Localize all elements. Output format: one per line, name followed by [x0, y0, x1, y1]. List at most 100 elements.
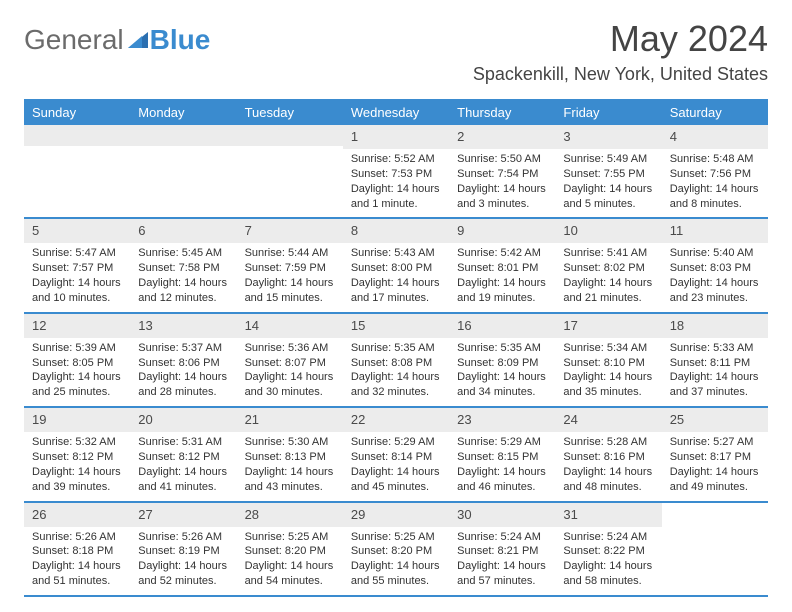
calendar-day: 28Sunrise: 5:25 AMSunset: 8:20 PMDayligh…	[237, 503, 343, 595]
daylight-line: Daylight: 14 hours and 1 minute.	[351, 182, 441, 212]
sunset-line: Sunset: 8:12 PM	[32, 450, 122, 465]
day-number: 24	[563, 412, 577, 427]
day-content: Sunrise: 5:26 AMSunset: 8:19 PMDaylight:…	[130, 527, 236, 595]
day-number: 1	[351, 129, 358, 144]
sunrise-line: Sunrise: 5:41 AM	[563, 246, 653, 261]
sunrise-line: Sunrise: 5:47 AM	[32, 246, 122, 261]
day-content	[130, 146, 236, 201]
day-content: Sunrise: 5:35 AMSunset: 8:08 PMDaylight:…	[343, 338, 449, 406]
sunrise-line: Sunrise: 5:42 AM	[457, 246, 547, 261]
calendar-day: 14Sunrise: 5:36 AMSunset: 8:07 PMDayligh…	[237, 314, 343, 406]
day-content: Sunrise: 5:31 AMSunset: 8:12 PMDaylight:…	[130, 432, 236, 500]
day-number: 10	[563, 223, 577, 238]
weekday-header: Friday	[555, 99, 661, 125]
sunset-line: Sunset: 8:07 PM	[245, 356, 335, 371]
day-number-row: 17	[555, 314, 661, 338]
weekday-header: Saturday	[662, 99, 768, 125]
weekday-header: Tuesday	[237, 99, 343, 125]
day-content: Sunrise: 5:48 AMSunset: 7:56 PMDaylight:…	[662, 149, 768, 217]
calendar-day: 7Sunrise: 5:44 AMSunset: 7:59 PMDaylight…	[237, 219, 343, 311]
sunset-line: Sunset: 8:00 PM	[351, 261, 441, 276]
day-number-row: 23	[449, 408, 555, 432]
sunrise-line: Sunrise: 5:30 AM	[245, 435, 335, 450]
calendar-body: 1 Sunrise: 5:52 AMSunset: 7:53 PMDaylight…	[24, 125, 768, 597]
calendar-day: 10Sunrise: 5:41 AMSunset: 8:02 PMDayligh…	[555, 219, 661, 311]
day-number: 23	[457, 412, 471, 427]
sunrise-line: Sunrise: 5:28 AM	[563, 435, 653, 450]
day-number: 20	[138, 412, 152, 427]
day-content: Sunrise: 5:47 AMSunset: 7:57 PMDaylight:…	[24, 243, 130, 311]
sunset-line: Sunset: 8:17 PM	[670, 450, 760, 465]
daylight-line: Daylight: 14 hours and 41 minutes.	[138, 465, 228, 495]
day-number-row: 21	[237, 408, 343, 432]
sunset-line: Sunset: 8:11 PM	[670, 356, 760, 371]
logo-text-2: Blue	[150, 24, 211, 56]
sunset-line: Sunset: 8:19 PM	[138, 544, 228, 559]
day-content: Sunrise: 5:39 AMSunset: 8:05 PMDaylight:…	[24, 338, 130, 406]
day-content: Sunrise: 5:33 AMSunset: 8:11 PMDaylight:…	[662, 338, 768, 406]
sunrise-line: Sunrise: 5:48 AM	[670, 152, 760, 167]
daylight-line: Daylight: 14 hours and 57 minutes.	[457, 559, 547, 589]
day-number-row: 12	[24, 314, 130, 338]
daylight-line: Daylight: 14 hours and 21 minutes.	[563, 276, 653, 306]
day-number-row: 30	[449, 503, 555, 527]
daylight-line: Daylight: 14 hours and 23 minutes.	[670, 276, 760, 306]
sunset-line: Sunset: 7:58 PM	[138, 261, 228, 276]
calendar-day: 23Sunrise: 5:29 AMSunset: 8:15 PMDayligh…	[449, 408, 555, 500]
sunset-line: Sunset: 8:20 PM	[245, 544, 335, 559]
sunrise-line: Sunrise: 5:32 AM	[32, 435, 122, 450]
day-number-row: 1	[343, 125, 449, 149]
day-number: 4	[670, 129, 677, 144]
day-content	[24, 146, 130, 201]
calendar-day: 27Sunrise: 5:26 AMSunset: 8:19 PMDayligh…	[130, 503, 236, 595]
sunrise-line: Sunrise: 5:33 AM	[670, 341, 760, 356]
calendar-week: 19 Sunrise: 5:32 AMSunset: 8:12 PM Dayligh…	[24, 408, 768, 502]
sunrise-line: Sunrise: 5:37 AM	[138, 341, 228, 356]
daylight-line: Daylight: 14 hours and 12 minutes.	[138, 276, 228, 306]
daylight-line: Daylight: 14 hours and 34 minutes.	[457, 370, 547, 400]
calendar-day: 13Sunrise: 5:37 AMSunset: 8:06 PMDayligh…	[130, 314, 236, 406]
day-content: Sunrise: 5:49 AMSunset: 7:55 PMDaylight:…	[555, 149, 661, 217]
day-number: 2	[457, 129, 464, 144]
day-number-row: 11	[662, 219, 768, 243]
daylight-line: Daylight: 14 hours and 19 minutes.	[457, 276, 547, 306]
sunset-line: Sunset: 7:54 PM	[457, 167, 547, 182]
calendar-day-empty	[237, 125, 343, 217]
day-number-row: 6	[130, 219, 236, 243]
sunset-line: Sunset: 8:10 PM	[563, 356, 653, 371]
calendar-day: 22Sunrise: 5:29 AMSunset: 8:14 PMDayligh…	[343, 408, 449, 500]
daylight-line: Daylight: 14 hours and 8 minutes.	[670, 182, 760, 212]
logo-text-1: General	[24, 24, 124, 56]
calendar-day: 24Sunrise: 5:28 AMSunset: 8:16 PMDayligh…	[555, 408, 661, 500]
weekday-header: Thursday	[449, 99, 555, 125]
day-content: Sunrise: 5:24 AMSunset: 8:21 PMDaylight:…	[449, 527, 555, 595]
header: General Blue May 2024 Spackenkill, New Y…	[24, 18, 768, 85]
day-content: Sunrise: 5:52 AMSunset: 7:53 PMDaylight:…	[343, 149, 449, 217]
sunset-line: Sunset: 7:59 PM	[245, 261, 335, 276]
calendar-day: 3 Sunrise: 5:49 AMSunset: 7:55 PMDaylight…	[555, 125, 661, 217]
day-number: 13	[138, 318, 152, 333]
day-number: 5	[32, 223, 39, 238]
weekday-header: Sunday	[24, 99, 130, 125]
sunrise-line: Sunrise: 5:50 AM	[457, 152, 547, 167]
day-number: 3	[563, 129, 570, 144]
calendar-day-empty	[24, 125, 130, 217]
day-number-row: 19	[24, 408, 130, 432]
daylight-line: Daylight: 14 hours and 17 minutes.	[351, 276, 441, 306]
daylight-line: Daylight: 14 hours and 52 minutes.	[138, 559, 228, 589]
day-number-row	[130, 125, 236, 146]
day-number-row: 14	[237, 314, 343, 338]
sunset-line: Sunset: 8:21 PM	[457, 544, 547, 559]
sunrise-line: Sunrise: 5:27 AM	[670, 435, 760, 450]
day-content: Sunrise: 5:24 AMSunset: 8:22 PMDaylight:…	[555, 527, 661, 595]
day-number: 17	[563, 318, 577, 333]
day-content: Sunrise: 5:30 AMSunset: 8:13 PMDaylight:…	[237, 432, 343, 500]
day-content: Sunrise: 5:29 AMSunset: 8:14 PMDaylight:…	[343, 432, 449, 500]
day-content: Sunrise: 5:26 AMSunset: 8:18 PMDaylight:…	[24, 527, 130, 595]
calendar-day: 5 Sunrise: 5:47 AMSunset: 7:57 PMDaylight…	[24, 219, 130, 311]
sunset-line: Sunset: 8:01 PM	[457, 261, 547, 276]
location: Spackenkill, New York, United States	[473, 64, 768, 85]
day-number-row: 15	[343, 314, 449, 338]
sunrise-line: Sunrise: 5:40 AM	[670, 246, 760, 261]
day-number-row	[237, 125, 343, 146]
